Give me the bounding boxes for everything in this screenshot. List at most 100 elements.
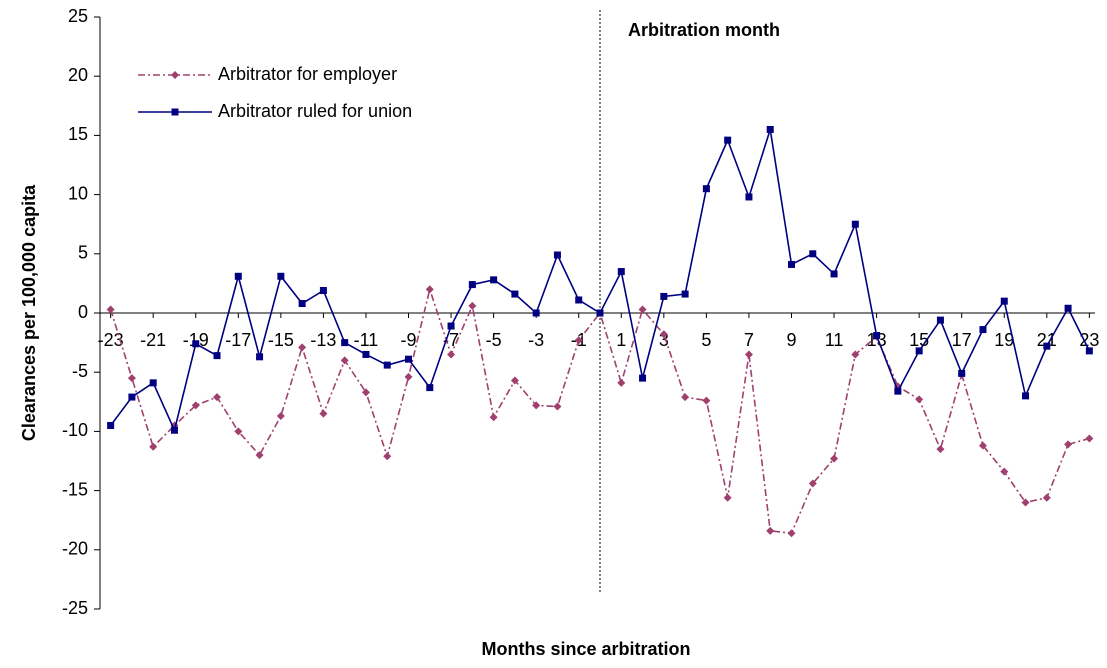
data-point xyxy=(298,300,306,308)
data-point xyxy=(638,305,647,314)
data-point xyxy=(319,287,327,295)
x-tick-label: -3 xyxy=(528,330,544,350)
data-point xyxy=(213,352,221,360)
data-point xyxy=(1000,297,1008,305)
data-point xyxy=(405,355,413,363)
data-point xyxy=(127,374,136,383)
data-point xyxy=(787,529,796,538)
data-point xyxy=(958,369,966,377)
x-tick-label: -15 xyxy=(268,330,294,350)
data-point xyxy=(766,125,774,133)
data-point xyxy=(468,281,476,289)
data-point xyxy=(702,185,710,193)
data-point xyxy=(149,442,158,451)
data-point xyxy=(340,356,349,365)
data-point xyxy=(766,526,775,535)
data-point xyxy=(681,290,689,298)
x-tick-label: -5 xyxy=(486,330,502,350)
x-tick-label: 5 xyxy=(701,330,711,350)
data-point xyxy=(617,268,625,276)
data-point xyxy=(681,393,690,402)
data-point xyxy=(106,305,115,314)
data-point xyxy=(256,353,264,361)
data-point xyxy=(383,452,392,461)
data-point xyxy=(447,322,455,330)
x-tick-label: -17 xyxy=(225,330,251,350)
data-point xyxy=(319,409,328,418)
data-point xyxy=(745,193,753,201)
legend-marker xyxy=(171,71,179,79)
data-point xyxy=(468,301,477,310)
x-tick-label: 9 xyxy=(786,330,796,350)
x-tick-label: -23 xyxy=(98,330,124,350)
data-point xyxy=(234,272,242,280)
data-point xyxy=(873,331,881,339)
x-axis-label: Months since arbitration xyxy=(481,639,690,659)
data-point xyxy=(489,413,498,422)
data-point xyxy=(1085,347,1093,355)
data-point xyxy=(192,340,200,348)
data-point xyxy=(809,250,817,258)
data-point xyxy=(596,309,604,317)
x-tick-label: -21 xyxy=(140,330,166,350)
data-point xyxy=(744,350,753,359)
data-point xyxy=(149,379,157,387)
data-point xyxy=(1064,440,1073,449)
data-point xyxy=(617,378,626,387)
x-tick-label: -7 xyxy=(443,330,459,350)
y-tick-label: -20 xyxy=(62,539,88,559)
x-tick-label: 3 xyxy=(659,330,669,350)
data-point xyxy=(936,316,944,324)
data-point xyxy=(1085,434,1094,443)
data-point xyxy=(234,427,243,436)
legend-label: Arbitrator ruled for union xyxy=(218,101,412,121)
data-point xyxy=(1064,304,1072,312)
data-point xyxy=(510,376,519,385)
x-tick-label: 19 xyxy=(994,330,1014,350)
data-point xyxy=(532,309,540,317)
y-axis-label: Clearances per 100,000 capita xyxy=(19,184,39,441)
data-point xyxy=(383,361,391,369)
data-point xyxy=(511,290,519,298)
data-point xyxy=(915,395,924,404)
x-tick-label: -11 xyxy=(354,330,379,350)
data-point xyxy=(532,401,541,410)
x-tick-label: 23 xyxy=(1079,330,1099,350)
x-tick-label: -19 xyxy=(183,330,209,350)
x-tick-label: 21 xyxy=(1037,330,1057,350)
data-point xyxy=(851,220,859,228)
data-point xyxy=(191,401,200,410)
data-point xyxy=(660,292,668,300)
data-point xyxy=(915,347,923,355)
data-point xyxy=(1021,498,1030,507)
y-tick-label: 25 xyxy=(68,6,88,26)
data-point xyxy=(426,384,434,392)
data-point xyxy=(425,285,434,294)
data-point xyxy=(575,296,583,304)
data-point xyxy=(361,388,370,397)
y-tick-label: -5 xyxy=(72,361,88,381)
data-point xyxy=(276,412,285,421)
annotation: Arbitration month xyxy=(628,20,780,40)
data-point xyxy=(553,251,561,259)
x-tick-label: 11 xyxy=(825,330,844,350)
y-tick-label: -10 xyxy=(62,420,88,440)
data-point xyxy=(1000,467,1009,476)
data-point xyxy=(830,454,839,463)
y-tick-label: 10 xyxy=(68,183,88,203)
y-tick-label: -15 xyxy=(62,479,88,499)
data-point xyxy=(639,374,647,382)
data-point xyxy=(277,272,285,280)
y-tick-label: 5 xyxy=(78,243,88,263)
x-tick-label: 7 xyxy=(744,330,754,350)
data-point xyxy=(404,372,413,381)
data-point xyxy=(170,426,178,434)
legend-label: Arbitrator for employer xyxy=(218,64,397,84)
data-point xyxy=(1022,392,1030,400)
data-point xyxy=(830,270,838,278)
y-tick-label: -25 xyxy=(62,598,88,618)
data-point xyxy=(298,343,307,352)
data-point xyxy=(851,350,860,359)
y-tick-label: 20 xyxy=(68,65,88,85)
